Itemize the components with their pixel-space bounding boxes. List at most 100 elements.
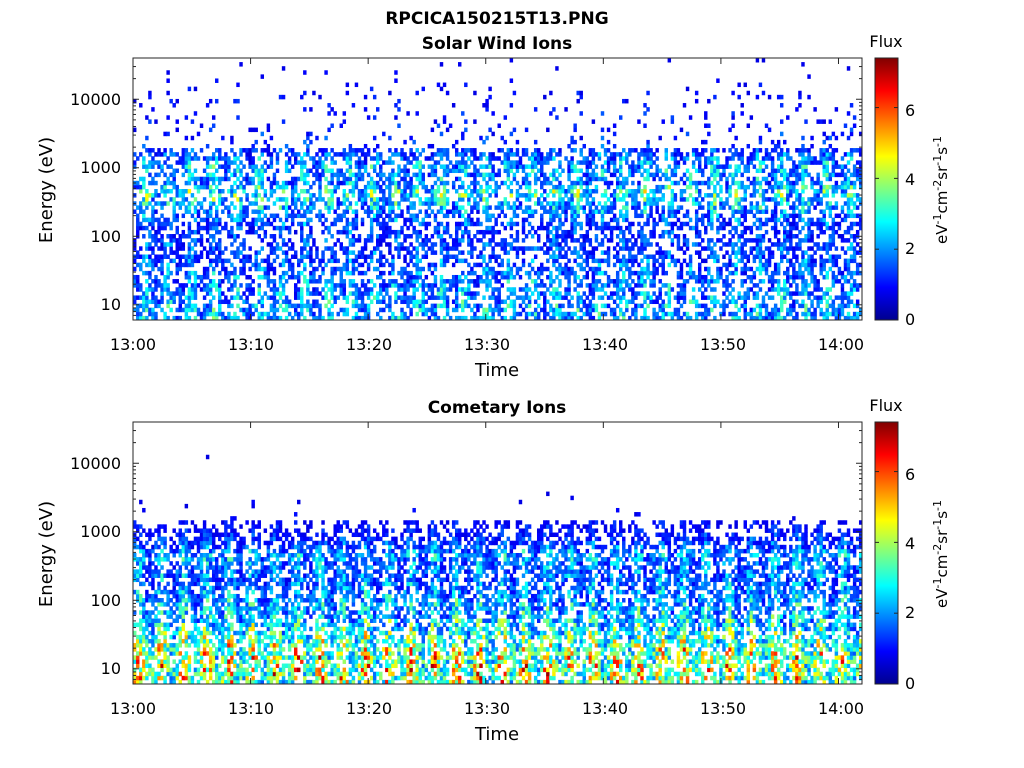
heatmap-cell [215, 148, 219, 153]
heatmap-cell [366, 287, 371, 292]
heatmap-cell [351, 184, 356, 190]
heatmap-cell [631, 246, 635, 251]
heatmap-cell [424, 213, 429, 219]
heatmap-cell [533, 148, 538, 153]
heatmap-cell [348, 283, 353, 288]
heatmap-cell [397, 172, 401, 178]
heatmap-cell [208, 189, 213, 194]
heatmap-cell [324, 135, 328, 141]
heatmap-cell [151, 156, 155, 161]
heatmap-cell [622, 311, 626, 317]
heatmap-cell [491, 172, 495, 178]
heatmap-cell [424, 254, 429, 259]
heatmap-cell [704, 279, 708, 284]
heatmap-cell [412, 287, 416, 292]
heatmap-cell [208, 205, 213, 210]
heatmap-cell [309, 156, 313, 161]
heatmap-cell [464, 189, 468, 194]
heatmap-cell [154, 234, 158, 239]
heatmap-cell [485, 311, 489, 317]
heatmap-cell [160, 258, 164, 264]
heatmap-cell [445, 90, 450, 96]
heatmap-cell [281, 94, 286, 100]
heatmap-cell [570, 250, 574, 255]
heatmap-cell [606, 254, 611, 259]
heatmap-cell [290, 184, 295, 190]
heatmap-cell [734, 225, 738, 231]
heatmap-cell [518, 160, 523, 165]
heatmap-cell [172, 279, 176, 284]
heatmap-cell [752, 205, 757, 210]
heatmap-cell [691, 225, 696, 231]
heatmap-cell [178, 189, 182, 194]
heatmap-cell [567, 283, 571, 288]
heatmap-cell [500, 270, 504, 276]
heatmap-cell [503, 270, 508, 276]
heatmap-cell [470, 246, 474, 251]
heatmap-cell [591, 119, 596, 124]
heatmap-cell [278, 315, 283, 321]
heatmap-cell [336, 283, 340, 288]
heatmap-cell [500, 246, 504, 251]
heatmap-cell [215, 229, 219, 235]
heatmap-cell [427, 246, 432, 251]
heatmap-cell [312, 193, 316, 198]
heatmap-cell [482, 307, 486, 313]
heatmap-cell [172, 172, 176, 178]
heatmap-cell [752, 307, 757, 313]
heatmap-cell [442, 254, 447, 259]
heatmap-cell [321, 270, 325, 276]
heatmap-cell [336, 201, 340, 206]
heatmap-cell [242, 148, 246, 153]
heatmap-cell [600, 176, 605, 182]
heatmap-cell [427, 307, 432, 313]
heatmap-cell [473, 311, 477, 317]
heatmap-cell [227, 303, 231, 309]
heatmap-cell [625, 266, 629, 272]
heatmap-cell [196, 209, 201, 214]
heatmap-cell [388, 180, 392, 186]
heatmap-cell [661, 315, 665, 321]
heatmap-cell [169, 242, 173, 247]
heatmap-cell [612, 172, 617, 178]
heatmap-cell [473, 246, 477, 251]
heatmap-cell [409, 176, 413, 182]
heatmap-cell [761, 160, 766, 165]
heatmap-cell [439, 258, 444, 264]
heatmap-cell [391, 209, 395, 214]
heatmap-cell [351, 270, 356, 276]
heatmap-cell [284, 217, 289, 223]
heatmap-cell [142, 143, 146, 149]
heatmap-cell [415, 234, 419, 239]
heatmap-cell [527, 303, 532, 309]
heatmap-cell [734, 254, 738, 259]
heatmap-cell [652, 254, 656, 259]
heatmap-cell [549, 213, 553, 219]
heatmap-cell [725, 176, 729, 182]
heatmap-cell [658, 315, 662, 321]
heatmap-cell [713, 197, 717, 202]
heatmap-cell [376, 107, 380, 112]
heatmap-cell [518, 295, 523, 300]
heatmap-cell [588, 307, 593, 313]
heatmap-cell [649, 254, 653, 259]
figure-title: RPCICA150215T13.PNG [385, 9, 608, 29]
heatmap-cell [218, 238, 222, 243]
heatmap-cell [652, 193, 656, 198]
heatmap-cell [673, 156, 678, 161]
heatmap-cell [248, 254, 252, 259]
heatmap-cell [278, 225, 283, 231]
heatmap-cell [412, 139, 416, 145]
heatmap-cell [567, 291, 571, 296]
heatmap-cell [524, 283, 529, 288]
heatmap-cell [403, 311, 407, 317]
heatmap-cell [746, 184, 751, 190]
heatmap-cell [640, 258, 644, 264]
heatmap-cell [366, 213, 371, 219]
heatmap-cell [606, 180, 611, 186]
heatmap-cell [376, 217, 380, 223]
heatmap-cell [421, 311, 425, 317]
heatmap-cell [412, 291, 416, 296]
heatmap-cell [755, 152, 760, 157]
heatmap-cell [479, 274, 483, 280]
